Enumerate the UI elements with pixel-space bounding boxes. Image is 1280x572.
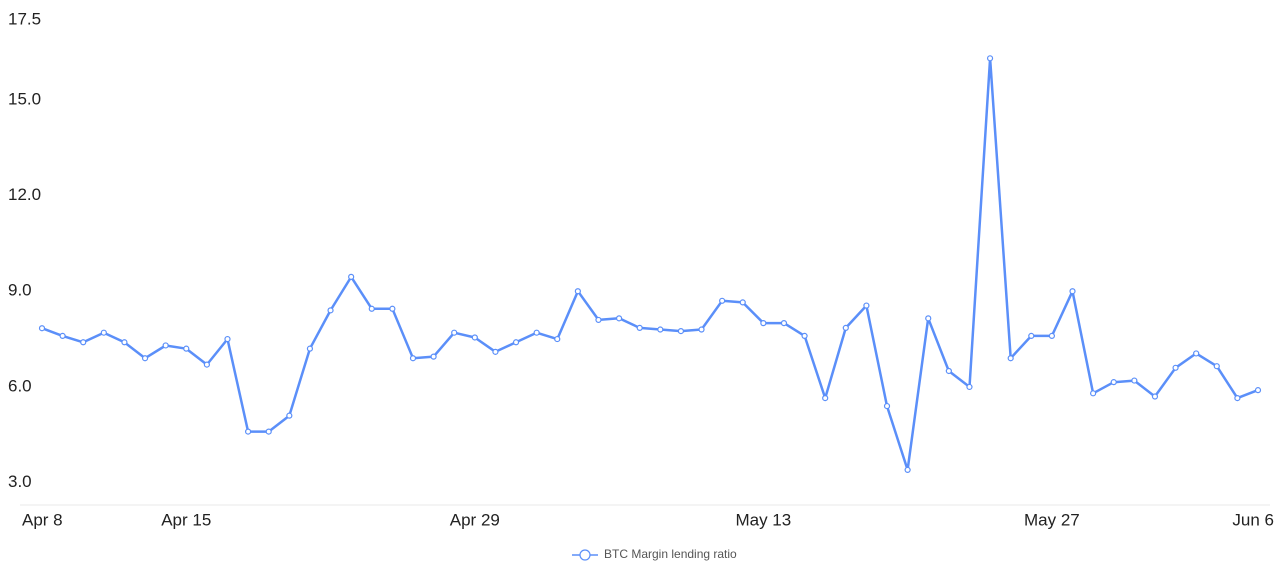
x-tick-label: Apr 8 [22,510,63,529]
data-point [780,320,788,327]
data-point [348,273,355,280]
data-point [471,334,478,341]
data-point [883,402,891,410]
data-point [1069,288,1076,295]
data-point [409,355,417,362]
data-point [801,332,808,339]
data-point [265,428,272,435]
x-tick-label: May 27 [1024,510,1080,529]
data-point [141,355,149,362]
data-point [739,299,746,306]
x-tick-label: May 13 [735,510,791,529]
data-point [430,353,437,360]
data-point [595,316,602,324]
y-tick-label: 6.0 [8,376,32,395]
data-point [80,339,87,346]
data-point [863,302,870,309]
data-point [38,325,46,332]
data-point [1131,377,1138,384]
legend-marker [579,549,591,561]
y-tick-label: 15.0 [8,89,41,108]
data-point [1213,363,1220,370]
data-point [1193,350,1200,357]
data-point [657,326,664,333]
data-point [986,55,994,62]
data-point [59,332,66,339]
data-point [1234,395,1241,402]
data-point [945,367,952,375]
legend-label: BTC Margin lending ratio [604,547,737,561]
x-tick-label: Jun 6 [1232,510,1274,529]
data-point [698,326,705,333]
data-point [327,307,334,314]
data-point [1090,390,1097,397]
data-point [615,315,623,322]
data-point [512,339,520,346]
data-point [904,466,911,474]
data-point [451,329,458,336]
data-point [389,305,396,312]
data-point [183,345,190,352]
data-point [554,335,561,343]
data-line [41,57,1259,472]
data-point [925,315,932,322]
data-point [224,335,231,343]
data-point [822,395,829,402]
data-point [492,348,499,355]
data-point [677,328,685,335]
data-point [636,324,643,332]
data-point [1110,379,1117,386]
data-point [719,297,726,304]
data-point [1007,355,1014,362]
x-tick-label: Apr 29 [450,510,500,529]
data-point [203,361,210,368]
data-point [1172,364,1179,371]
data-point [286,412,293,419]
data-point [1254,387,1262,394]
data-point [162,342,169,349]
y-tick-label: 3.0 [8,472,32,491]
data-point [760,320,767,327]
y-tick-label: 12.0 [8,185,41,204]
data-point [100,329,107,336]
y-tick-label: 9.0 [8,281,32,300]
data-point [245,428,252,435]
data-point [1028,332,1035,339]
data-point [574,288,581,295]
data-point [533,329,540,336]
x-tick-label: Apr 15 [161,510,211,529]
data-point [368,305,375,312]
y-tick-label: 17.5 [8,9,41,28]
data-point [842,324,849,332]
data-point [966,383,973,391]
data-point [1048,332,1055,339]
data-point [121,339,128,346]
data-point [306,345,314,352]
data-point [1151,393,1159,400]
